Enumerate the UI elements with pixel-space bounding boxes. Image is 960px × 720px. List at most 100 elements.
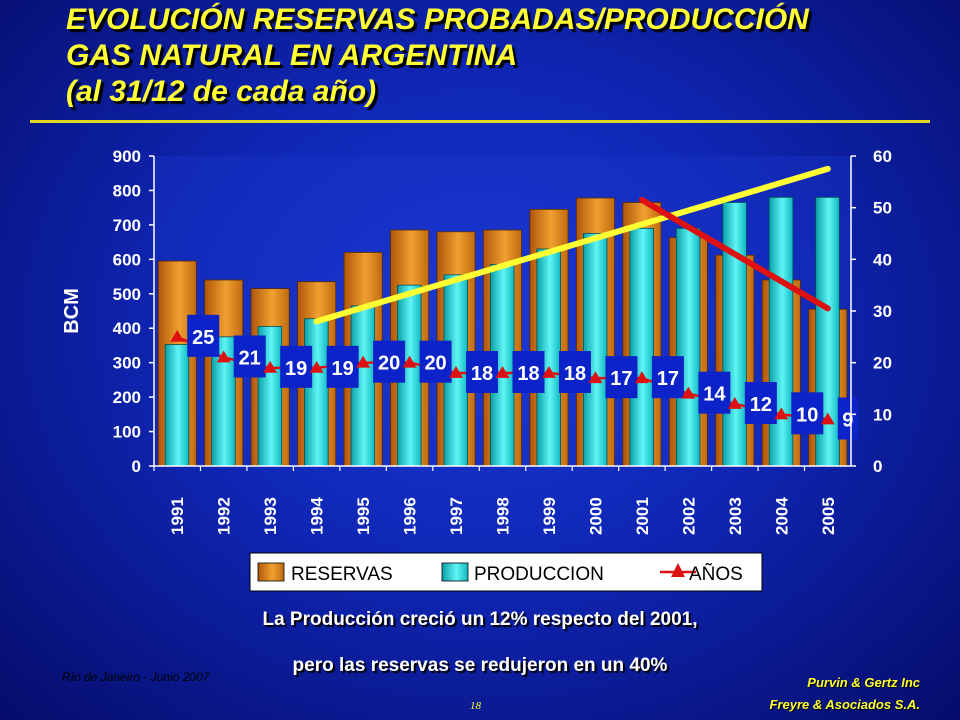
legend-swatch-produccion (441, 562, 469, 582)
anos-marker (356, 355, 371, 368)
produccion-bar (304, 318, 329, 467)
anos-marker (216, 350, 231, 363)
anos-data-label: 19 (332, 358, 354, 380)
x-tick-label: 2003 (726, 497, 745, 535)
anos-marker (402, 355, 417, 368)
left-tick-label: 0 (132, 457, 141, 476)
produccion-bar (675, 227, 701, 467)
anos-marker (449, 366, 464, 378)
anos-label-box (466, 351, 499, 393)
anos-data-label: 14 (703, 384, 726, 406)
anos-marker (774, 407, 789, 420)
left-tick-label: 900 (113, 147, 141, 166)
x-tick-label: 2002 (679, 497, 698, 535)
anos-label-box (512, 351, 545, 393)
legend-swatch-reservas (257, 562, 285, 582)
anos-data-label: 21 (239, 348, 261, 370)
legend-label-produccion: PRODUCCION (474, 564, 604, 585)
anos-data-label: 18 (471, 363, 493, 385)
anos-label-box (233, 335, 266, 378)
anos-label-box (651, 356, 684, 399)
x-tick-label: 1999 (540, 497, 559, 535)
footer-company-1: Purvin & Gertz Inc (807, 675, 920, 690)
anos-marker (541, 366, 556, 378)
anos-label-box (605, 356, 638, 399)
left-tick-label: 100 (113, 423, 141, 442)
left-tick-label: 700 (113, 216, 141, 235)
anos-label-box (280, 345, 313, 388)
x-tick-label: 1996 (401, 497, 420, 535)
right-tick-label: 10 (873, 405, 892, 424)
legend-label-reservas: RESERVAS (291, 564, 393, 585)
anos-data-label: 25 (192, 327, 214, 349)
footer-company-2: Freyre & Asociados S.A. (769, 697, 920, 712)
anos-data-label: 10 (796, 404, 818, 426)
anos-label-box (744, 382, 777, 424)
left-tick-label: 300 (113, 354, 141, 373)
anos-label-box (558, 351, 591, 393)
anos-label-box (326, 345, 359, 388)
page-number: 18 (470, 700, 481, 712)
right-tick-label: 0 (873, 457, 882, 476)
legend-marker-anos (671, 563, 685, 577)
left-tick-label: 500 (113, 285, 141, 304)
title-line-1: EVOLUCIÓN RESERVAS PROBADAS/PRODUCCIÓN (66, 3, 809, 36)
anos-data-label: 9 (842, 410, 853, 432)
title-line-2: GAS NATURAL EN ARGENTINA (66, 39, 518, 72)
anos-data-label: 19 (285, 358, 307, 380)
left-tick-label: 200 (113, 388, 141, 407)
x-tick-label: 1992 (215, 497, 234, 535)
left-tick-label: 800 (113, 181, 141, 200)
produccion-bar (722, 202, 747, 467)
anos-label-box (187, 314, 220, 357)
produccion-bar (629, 227, 654, 467)
anos-data-label: 17 (610, 368, 632, 390)
x-tick-label: 1991 (168, 497, 187, 535)
trend-line (638, 196, 831, 312)
right-tick-label: 50 (873, 199, 892, 218)
anos-label-box (373, 340, 406, 383)
legend-label-anos: AÑOS (689, 563, 743, 585)
x-tick-label: 2004 (772, 497, 791, 535)
anos-data-label: 12 (750, 394, 772, 416)
anos-data-label: 17 (657, 368, 679, 390)
anos-label-box (698, 371, 731, 414)
anos-marker (170, 329, 185, 342)
produccion-bar (768, 196, 794, 467)
anos-data-label: 18 (517, 363, 539, 385)
right-tick-label: 60 (873, 147, 892, 166)
left-tick-label: 600 (113, 250, 141, 269)
anos-marker (263, 360, 278, 373)
trend-line (313, 165, 831, 325)
anos-data-label: 20 (424, 353, 446, 375)
anos-marker (727, 397, 742, 409)
anos-data-label: 20 (378, 353, 400, 375)
anos-marker (495, 366, 510, 378)
anos-marker (820, 412, 835, 425)
produccion-bar (164, 344, 190, 467)
caption-line-2: pero las reservas se redujeron en un 40% (292, 655, 668, 676)
right-tick-label: 30 (873, 302, 892, 321)
x-tick-label: 1994 (308, 497, 327, 535)
left-tick-label: 400 (113, 319, 141, 338)
caption-line-1: La Producción creció un 12% respecto del… (262, 609, 698, 630)
x-tick-label: 1993 (261, 497, 280, 535)
x-tick-label: 1995 (354, 497, 373, 535)
x-tick-label: 2001 (633, 497, 652, 535)
anos-label-box (791, 392, 824, 435)
right-tick-label: 40 (873, 250, 892, 269)
x-tick-label: 1997 (447, 497, 466, 535)
anos-label-box (419, 340, 452, 383)
slide-title: EVOLUCIÓN RESERVAS PROBADAS/PRODUCCIÓN G… (66, 2, 809, 110)
anos-marker (634, 371, 649, 384)
anos-marker (588, 371, 603, 384)
anos-label-box (837, 397, 858, 440)
y-axis-title: BCM (61, 288, 83, 334)
legend: RESERVAS PRODUCCION AÑOS (249, 552, 763, 592)
produccion-bar (582, 233, 608, 467)
x-tick-label: 1998 (494, 497, 513, 535)
right-tick-label: 20 (873, 354, 892, 373)
anos-data-label: 18 (564, 363, 586, 385)
anos-marker (681, 386, 696, 399)
title-underline (30, 120, 930, 123)
